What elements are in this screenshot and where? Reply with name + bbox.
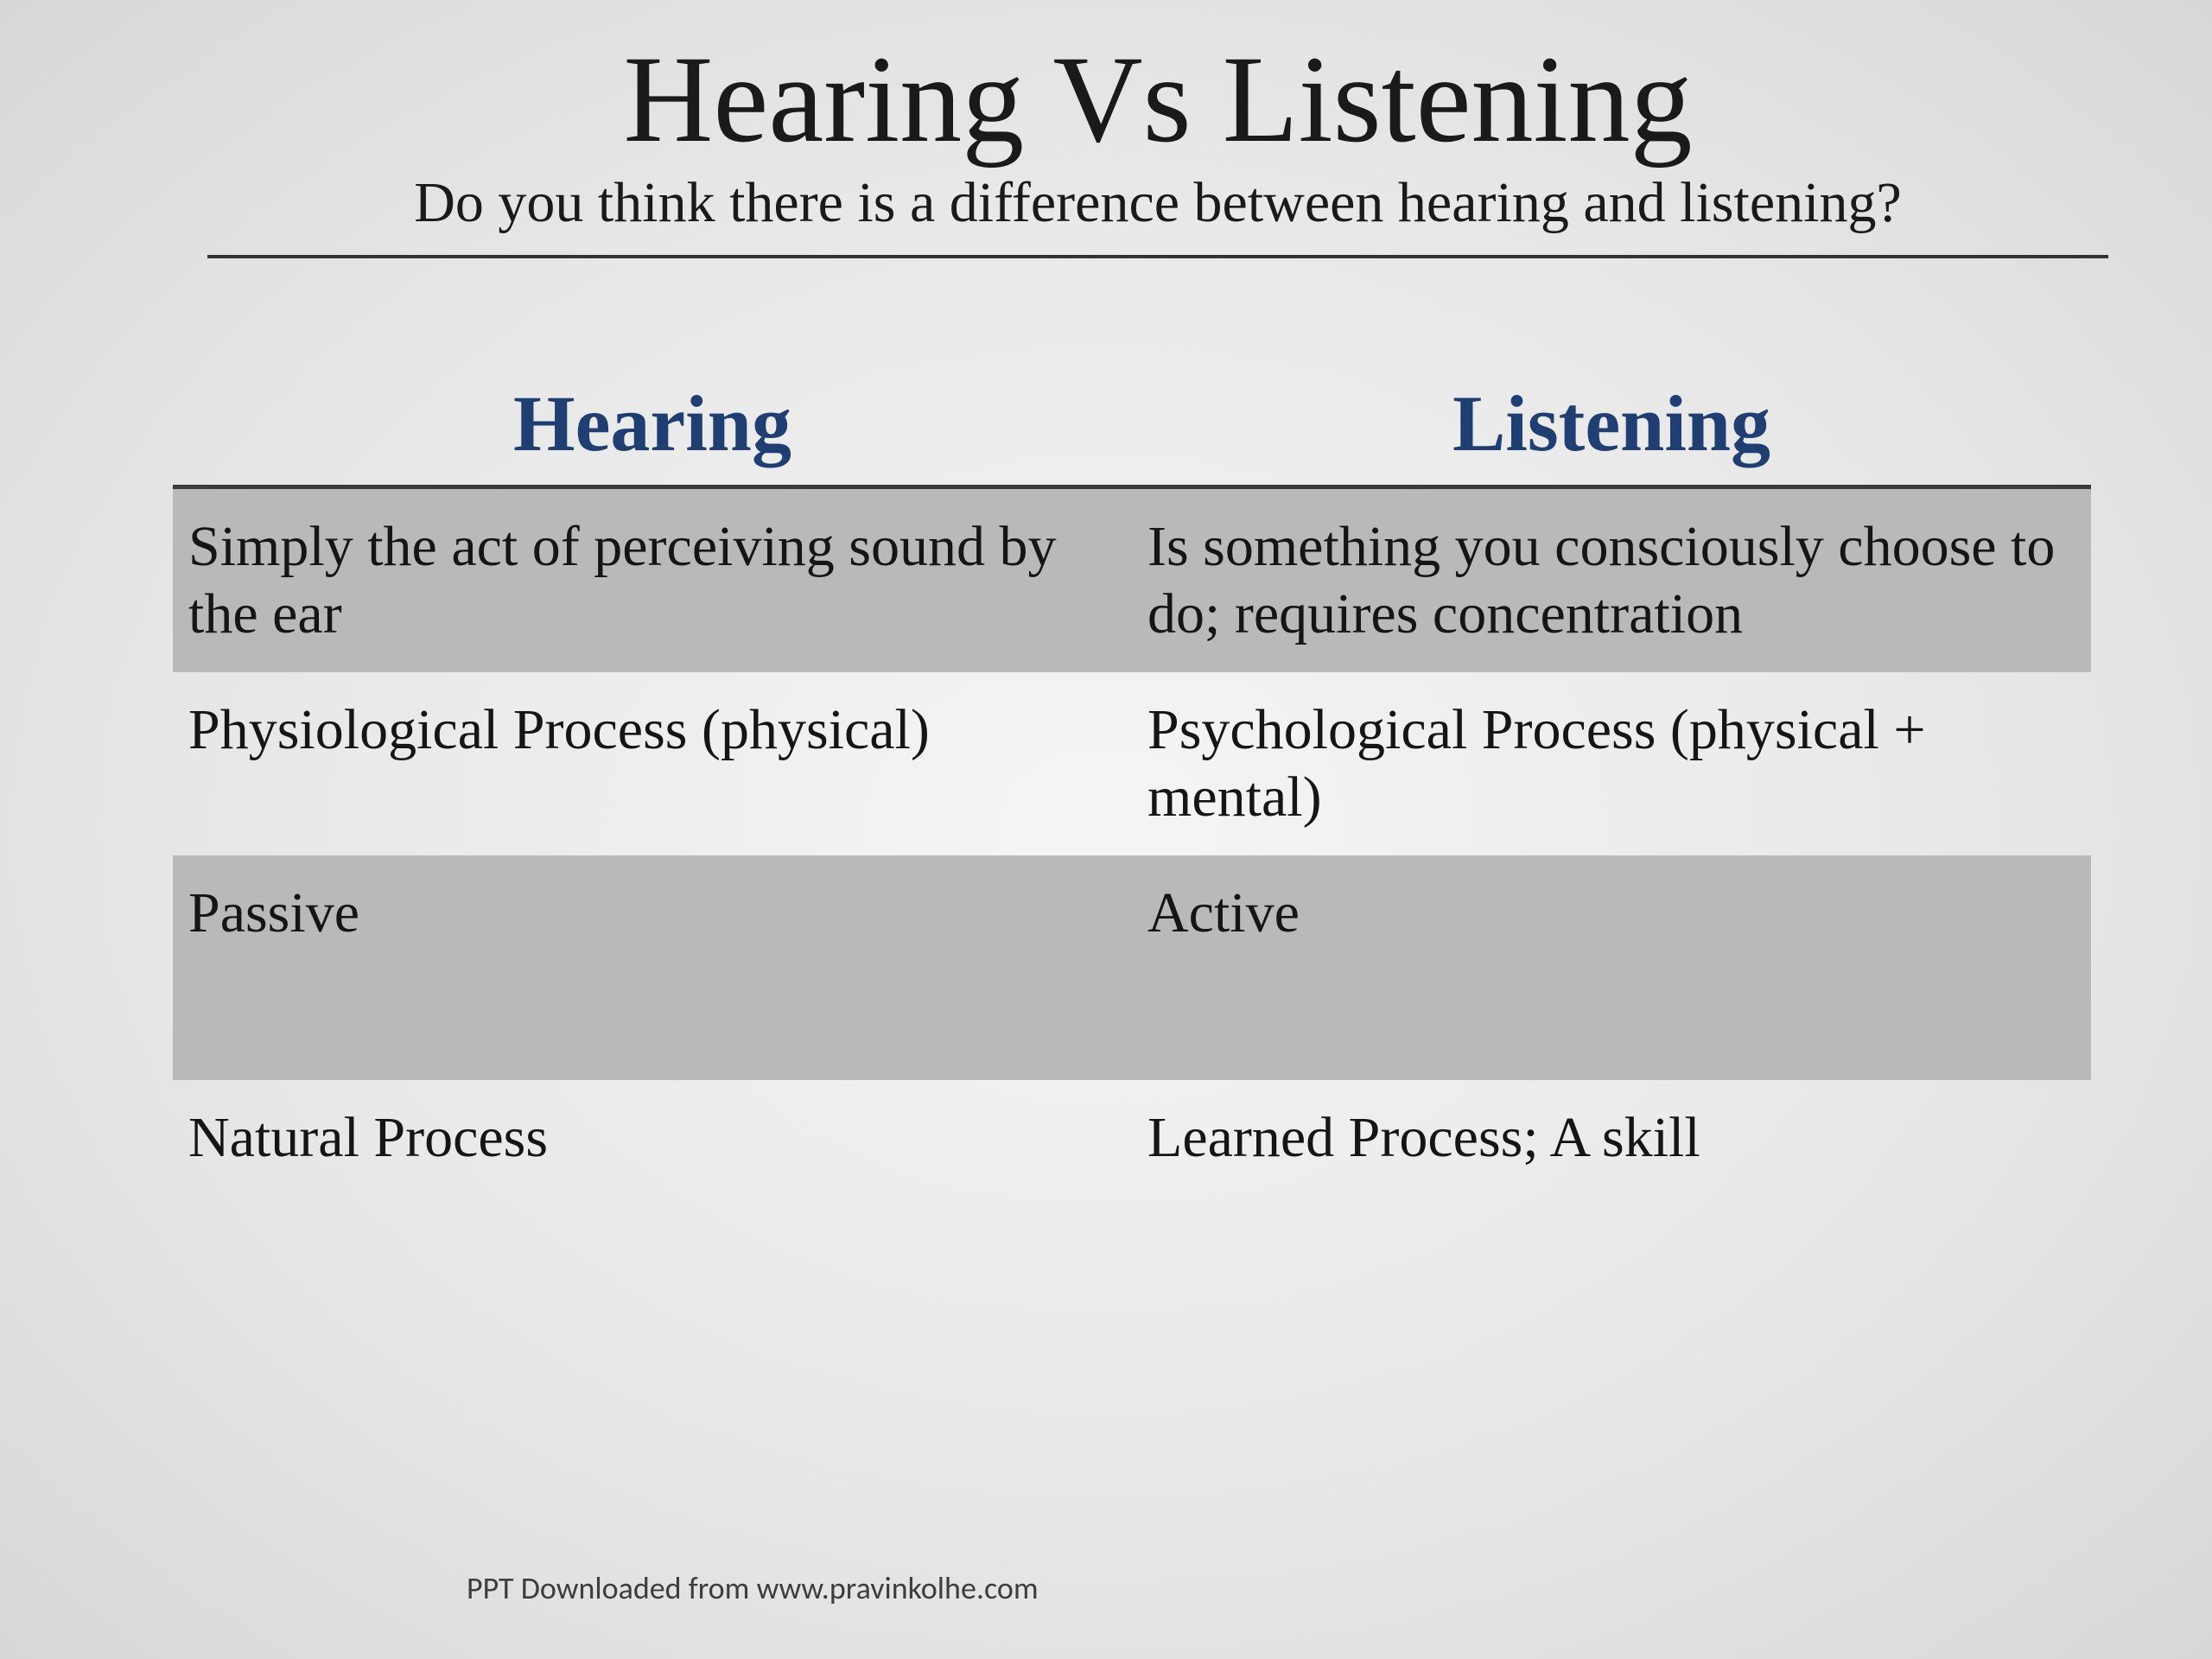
cell-hearing: Simply the act of perceiving sound by th… xyxy=(173,487,1132,672)
table-row: Physiological Process (physical) Psychol… xyxy=(173,672,2091,855)
slide-content: Hearing Vs Listening Do you think there … xyxy=(0,0,2212,1659)
slide-title: Hearing Vs Listening xyxy=(207,35,2108,165)
table-header-row: Hearing Listening xyxy=(173,371,2091,487)
cell-listening: Learned Process; A skill xyxy=(1132,1080,2091,1196)
cell-hearing: Passive xyxy=(173,855,1132,1080)
table-row: Simply the act of perceiving sound by th… xyxy=(173,487,2091,672)
cell-listening: Active xyxy=(1132,855,2091,1080)
title-block: Hearing Vs Listening Do you think there … xyxy=(156,35,2160,236)
slide-subtitle: Do you think there is a difference betwe… xyxy=(207,170,2108,236)
footer-attribution: PPT Downloaded from www.pravinkolhe.com xyxy=(467,1569,1039,1607)
column-header-listening: Listening xyxy=(1132,371,2091,487)
comparison-table-wrap: Hearing Listening Simply the act of perc… xyxy=(156,371,2160,1195)
cell-hearing: Natural Process xyxy=(173,1080,1132,1196)
cell-hearing: Physiological Process (physical) xyxy=(173,672,1132,855)
cell-listening: Psychological Process (physical + mental… xyxy=(1132,672,2091,855)
title-underline xyxy=(207,255,2108,258)
table-row: Natural Process Learned Process; A skill xyxy=(173,1080,2091,1196)
cell-listening: Is something you consciously choose to d… xyxy=(1132,487,2091,672)
table-row: Passive Active xyxy=(173,855,2091,1080)
comparison-table: Hearing Listening Simply the act of perc… xyxy=(173,371,2091,1195)
column-header-hearing: Hearing xyxy=(173,371,1132,487)
